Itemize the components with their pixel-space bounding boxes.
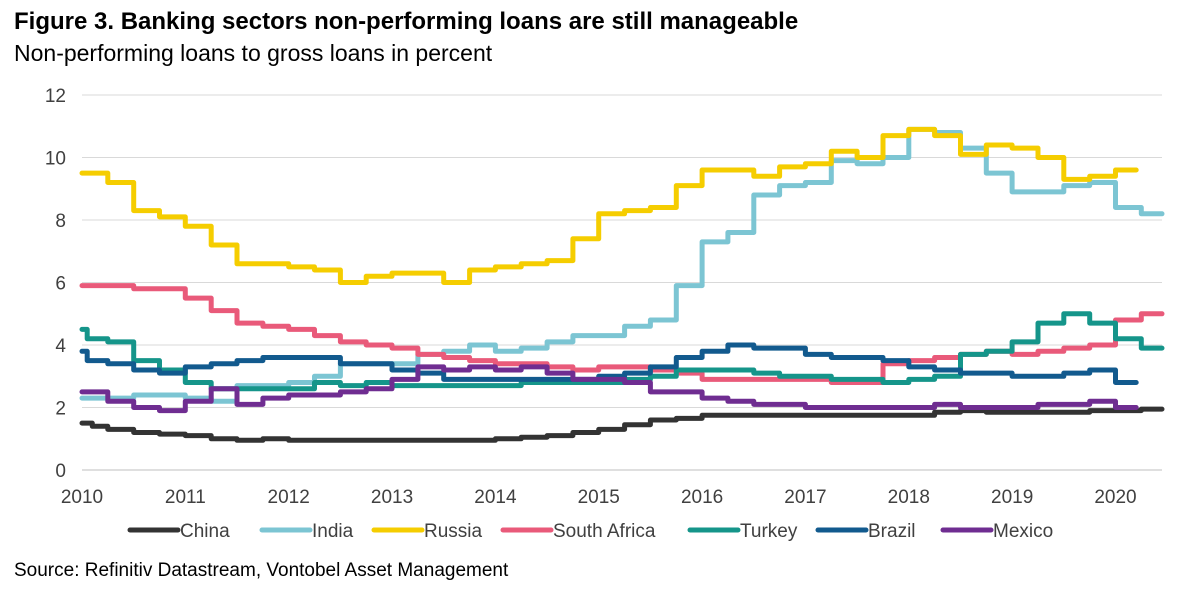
gridlines [82,94,1162,471]
x-tick-label: 2010 [61,487,103,508]
y-tick-label: 4 [55,336,66,357]
legend-label-russia: Russia [424,521,483,542]
x-tick-label: 2012 [268,487,310,508]
legend: China India Russia South Africa Turkey Brazil… [127,521,1053,542]
legend-label-turkey: Turkey [740,521,798,542]
series-line-russia [79,126,1139,285]
x-tick-label: 2018 [888,487,930,508]
x-tick-label: 2017 [784,487,826,508]
series-line-mexico [79,364,1139,414]
legend-label-mexico: Mexico [993,521,1053,542]
x-tick-label: 2014 [474,487,517,508]
legend-label-south-africa: South Africa [553,521,656,542]
legend-label-india: India [312,521,354,542]
x-axis-tick-labels: 2010 2011 2012 2013 2014 2015 2016 2017 2018 2019… [61,487,1137,508]
x-tick-label: 2015 [578,487,620,508]
legend-label-brazil: Brazil [868,521,916,542]
y-tick-label: 10 [45,149,66,170]
x-tick-label: 2013 [371,487,413,508]
x-tick-label: 2016 [681,487,723,508]
source-note: Source: Refinitiv Datastream, Vontobel A… [14,560,509,581]
y-tick-label: 0 [55,461,66,482]
y-tick-label: 6 [55,274,66,295]
y-tick-label: 12 [45,86,66,107]
x-tick-label: 2020 [1094,487,1136,508]
y-axis-tick-labels: 0 2 4 6 8 10 12 [45,86,67,482]
chart-title: Figure 3. Banking sectors non-performing… [14,8,799,35]
series-line-china [79,406,1165,443]
x-tick-label: 2019 [991,487,1033,508]
legend-label-china: China [180,521,230,542]
y-tick-label: 2 [55,399,66,420]
series-line-brazil [79,342,1139,385]
series-lines [79,126,1165,443]
y-tick-label: 8 [55,211,66,232]
x-tick-label: 2011 [165,487,206,508]
chart-subtitle: Non-performing loans to gross loans in p… [14,40,493,66]
